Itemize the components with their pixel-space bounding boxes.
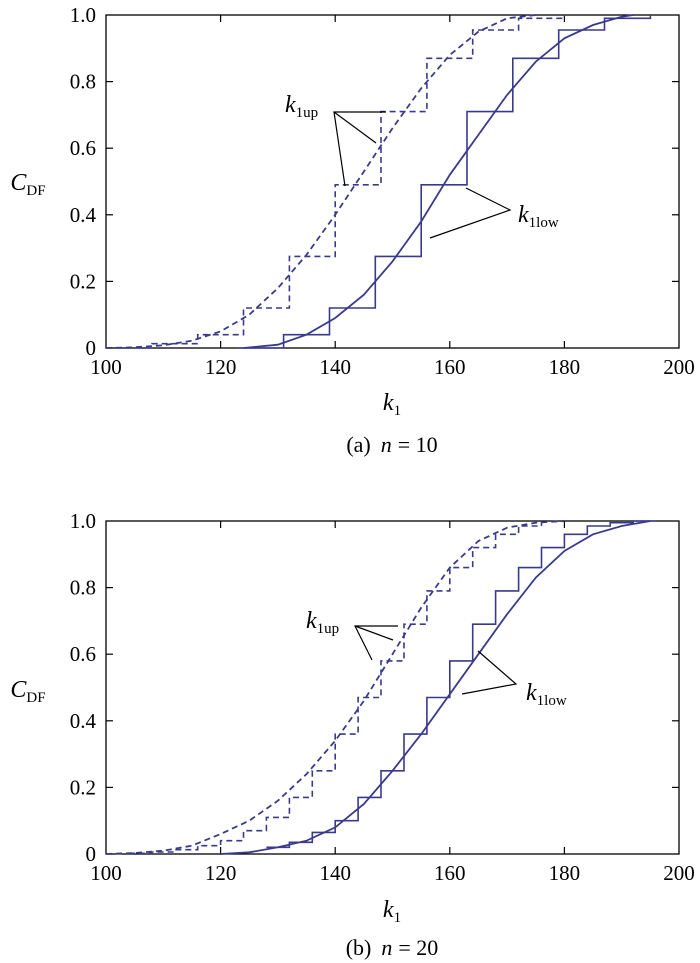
y-tick-label: 1.0 [70,3,96,27]
panel-b-ylabel: CDF [10,677,45,706]
y-tick-label: 0.4 [70,203,97,227]
panel-b-caption: (b) n = 20 [346,935,439,960]
y-tick-label: 0 [86,842,97,866]
y-tick-label: 0.4 [70,709,97,733]
panel-a-xlabel: k1 [383,390,401,419]
series-1up-steps [106,15,566,349]
y-tick-label: 0.6 [70,642,96,666]
panel-b-frame [105,520,680,855]
y-tick-label: 0.8 [70,70,96,94]
panel-a-caption: (a) n = 10 [346,432,437,457]
y-tick-label: 0.6 [70,136,96,160]
panel-b-xlabel: k1 [383,897,401,926]
series-1up-curve [105,14,536,349]
x-tick-label: 100 [90,355,122,379]
x-tick-label: 200 [663,861,695,885]
panel-a-frame [105,14,680,349]
series-1low-curve [243,14,634,349]
panel-a-k1up-leader-2 [333,111,377,144]
series-1up-curve [105,520,565,855]
panel-b: 100 120 140 160 180 200 0 0.2 0.4 0.6 0.8 1.0 CDF k… [10,509,694,960]
y-tick-label: 0.2 [70,775,96,799]
panel-b-k1up-leader-2 [354,625,394,641]
panel-a: 100 120 140 160 180 200 0 0.2 0.4 0.6 0.8 1.0 CDF k… [10,3,694,457]
y-tick-label: 0.8 [70,576,96,600]
panel-a-k1low-label: k1low [518,202,559,231]
y-tick-label: 0.2 [70,269,96,293]
x-tick-label: 200 [663,355,695,379]
x-tick-label: 180 [549,861,581,885]
series-1low-curve [220,520,651,855]
panel-a-k1low-leader [429,187,512,239]
series-1up-steps [128,521,543,855]
panel-a-ylabel: CDF [10,170,45,199]
panel-b-k1low-leader [461,650,518,695]
x-tick-label: 140 [319,861,351,885]
series-1low-steps [266,520,657,849]
x-tick-label: 180 [549,355,581,379]
panel-b-k1up-label: k1up [306,608,339,637]
x-tick-label: 120 [205,355,237,379]
panel-b-k1low-label: k1low [526,680,567,709]
x-tick-label: 160 [434,355,466,379]
x-tick-label: 100 [90,861,122,885]
series-1low-steps [237,15,652,349]
panel-b-k1up-leader [354,625,398,661]
y-tick-label: 0 [86,336,97,360]
x-tick-label: 160 [434,861,466,885]
panel-a-k1up-label: k1up [285,92,318,121]
x-tick-label: 120 [205,861,237,885]
x-tick-label: 140 [319,355,351,379]
y-tick-label: 1.0 [70,509,96,533]
